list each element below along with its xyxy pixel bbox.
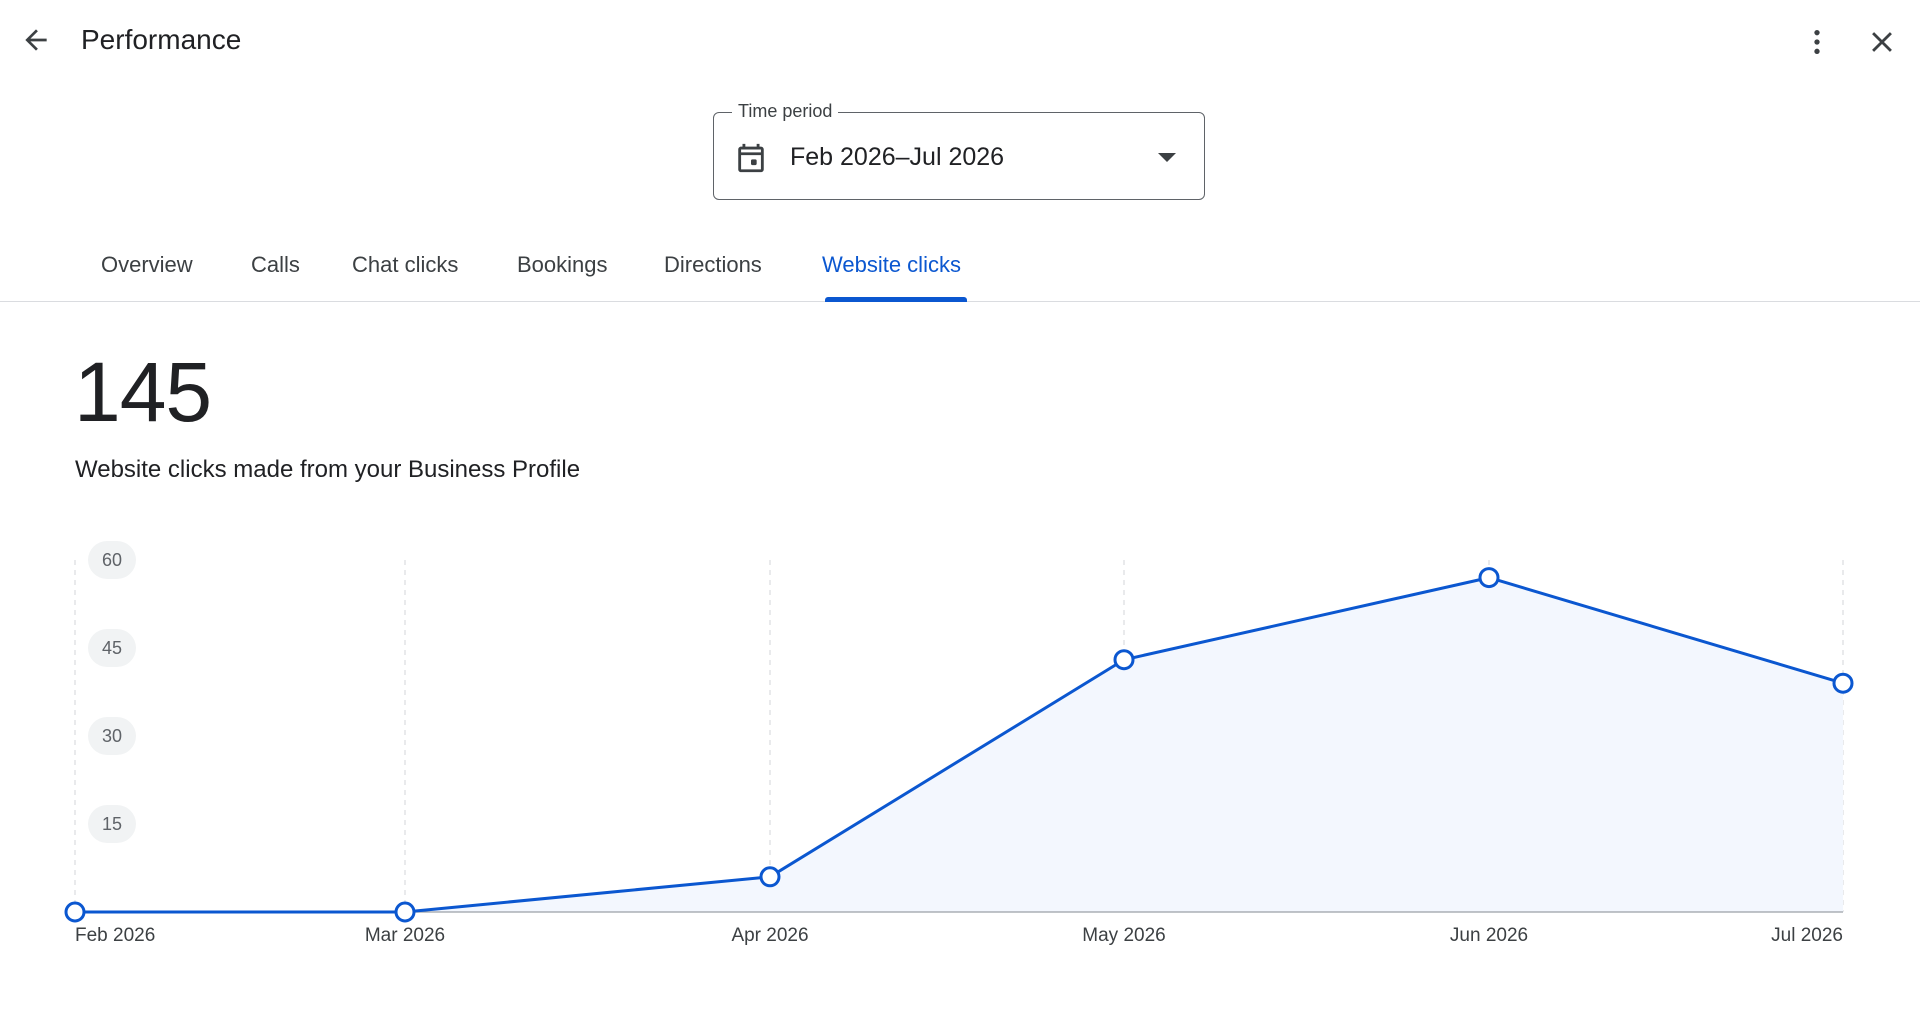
header: Performance (0, 0, 1920, 84)
y-tick-pill-0 (88, 805, 136, 843)
y-tick-pill-3 (88, 541, 136, 579)
x-tick-label-0: Feb 2026 (75, 925, 155, 946)
y-tick-label-3: 60 (102, 550, 122, 570)
close-icon (1872, 32, 1892, 52)
data-point-4 (1478, 567, 1500, 589)
data-point-1 (394, 901, 416, 923)
tab-overview[interactable]: Overview (101, 252, 193, 277)
tab-bookings[interactable]: Bookings (517, 252, 608, 277)
calendar-icon (734, 141, 768, 180)
y-tick-pill-2 (88, 629, 136, 667)
y-tick-label-1: 30 (102, 726, 122, 746)
y-tick-pill-1 (88, 717, 136, 755)
x-tick-label-3: May 2026 (1082, 925, 1165, 946)
x-tick-label-2: Apr 2026 (731, 925, 808, 946)
more-vert-icon (1814, 30, 1820, 54)
page-title: Performance (81, 24, 242, 55)
time-period-label: Time period (732, 101, 839, 122)
tab-website-clicks[interactable]: Website clicks (822, 252, 961, 277)
x-tick-label-1: Mar 2026 (365, 925, 445, 946)
data-point-2 (759, 866, 781, 888)
total-count: 145 (74, 345, 212, 439)
more-options-button[interactable] (1797, 20, 1837, 64)
data-point-3 (1113, 649, 1135, 671)
time-period-value: Feb 2026–Jul 2026 (790, 143, 1005, 171)
total-description: Website clicks made from your Business P… (75, 456, 581, 483)
website-clicks-chart: 15 30 45 60 Feb 2026 Mar 2026 Apr 2026 May 2026… (64, 541, 1854, 946)
y-tick-label-0: 15 (102, 814, 122, 834)
series-area (75, 577, 1843, 912)
tab-calls[interactable]: Calls (251, 252, 300, 277)
time-period-select[interactable]: Time period Feb 2026–Jul 2026 (713, 101, 1205, 200)
arrow-drop-down-icon (1156, 151, 1178, 169)
active-tab-indicator (825, 297, 967, 302)
data-point-0 (64, 901, 86, 923)
x-tick-label-4: Jun 2026 (1450, 925, 1528, 946)
back-button[interactable] (16, 20, 56, 60)
tab-chat-clicks[interactable]: Chat clicks (352, 252, 459, 277)
arrow-back-icon (25, 29, 47, 51)
y-tick-label-2: 45 (102, 638, 122, 658)
tab-bar: Overview Calls Chat clicks Bookings Dire… (0, 230, 1920, 302)
data-point-5 (1832, 672, 1854, 694)
x-tick-label-5: Jul 2026 (1771, 925, 1843, 946)
close-button[interactable] (1860, 20, 1904, 64)
tab-directions[interactable]: Directions (664, 252, 762, 277)
series-line (75, 576, 1844, 914)
